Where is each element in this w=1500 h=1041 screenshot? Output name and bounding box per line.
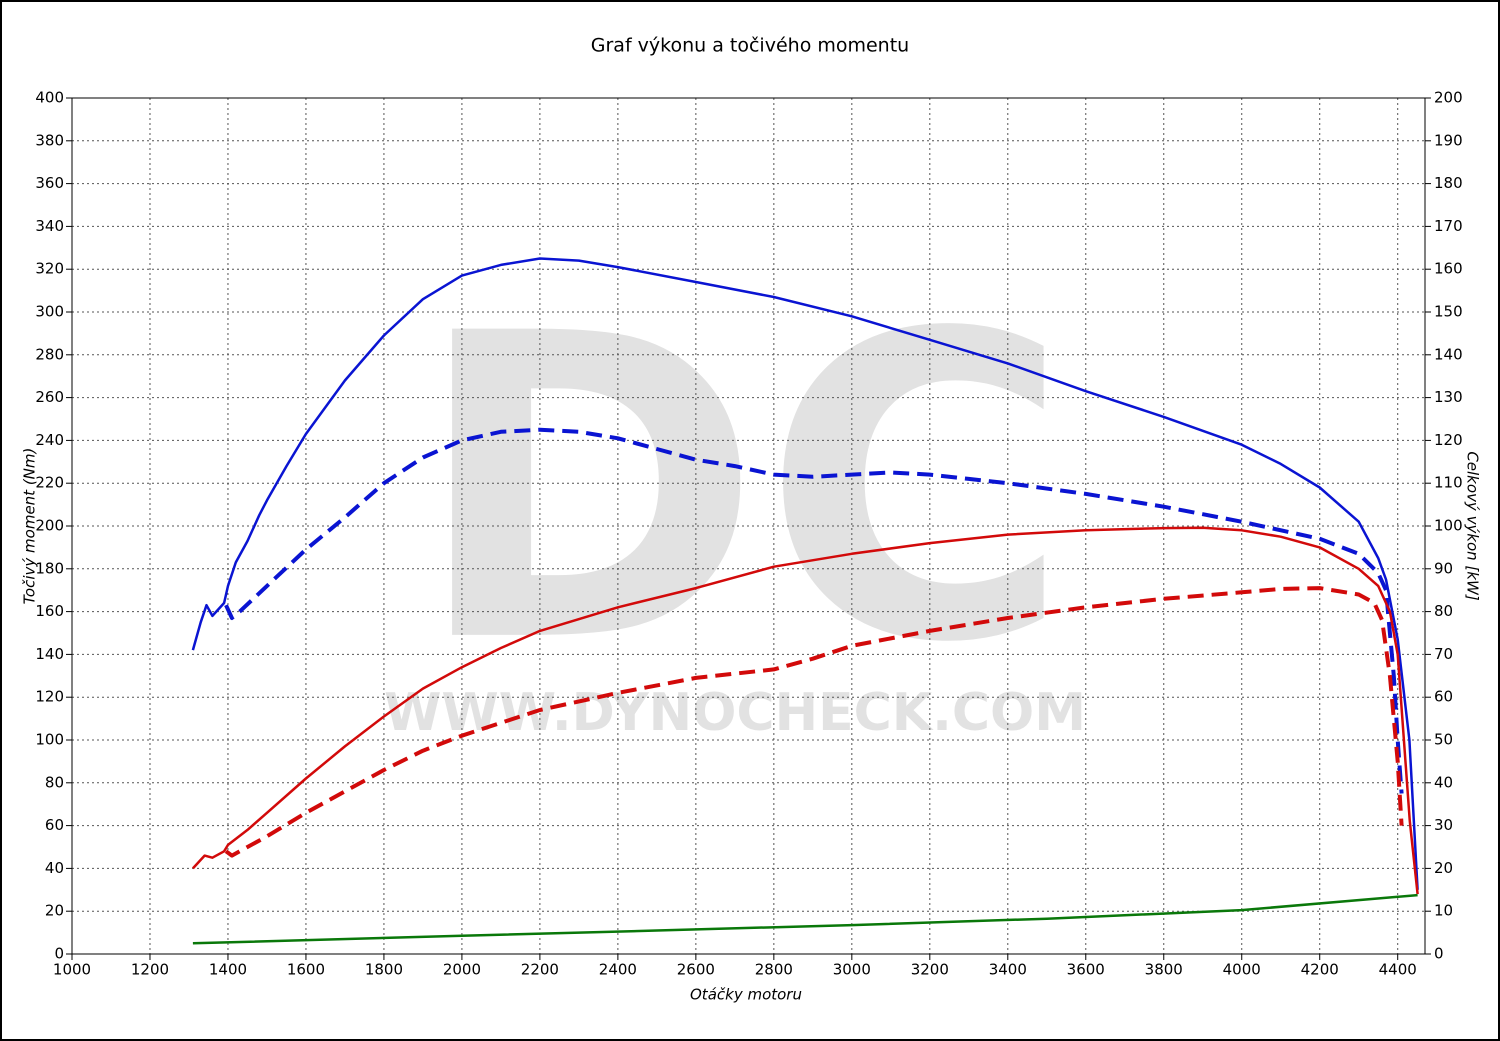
y-tick-label: 220 <box>35 474 64 492</box>
x-tick-label: 4400 <box>1379 961 1417 979</box>
y2-tick-label: 60 <box>1434 688 1453 706</box>
y-tick-label: 200 <box>35 517 64 535</box>
y-tick-label: 260 <box>35 388 64 406</box>
x-tick-label: 3800 <box>1145 961 1183 979</box>
series-line <box>191 526 1419 895</box>
series-line <box>191 257 1419 890</box>
y-tick-label: 40 <box>45 859 64 877</box>
x-axis-label: Otáčky motoru <box>690 986 802 1004</box>
y-tick-label: 100 <box>35 731 64 749</box>
y-tick-label: 0 <box>54 945 64 963</box>
x-tick-label: 2800 <box>755 961 793 979</box>
y2-tick-label: 170 <box>1434 217 1463 235</box>
x-tick-label: 3200 <box>911 961 949 979</box>
watermark-url: WWW.DYNOCHECK.COM <box>384 683 1086 743</box>
y2-tick-label: 190 <box>1434 131 1463 149</box>
x-tick-label: 4200 <box>1301 961 1339 979</box>
y2-tick-label: 0 <box>1434 945 1444 963</box>
x-tick-label: 2400 <box>599 961 637 979</box>
y-tick-label: 120 <box>35 688 64 706</box>
plot-border <box>71 97 1426 955</box>
x-tick-label: 4000 <box>1223 961 1261 979</box>
y-tick-label: 240 <box>35 431 64 449</box>
series-line <box>224 586 1404 858</box>
y-tick-label: 180 <box>35 559 64 577</box>
y-tick-label: 360 <box>35 174 64 192</box>
y-axis-label: Točivý moment (Nm) <box>21 448 39 605</box>
y2-tick-label: 50 <box>1434 731 1453 749</box>
y-tick-label: 400 <box>35 89 64 107</box>
x-tick-label: 1600 <box>287 961 325 979</box>
y2-tick-label: 90 <box>1434 559 1453 577</box>
series-line <box>192 893 1418 945</box>
x-tick-label: 1800 <box>365 961 403 979</box>
x-tick-label: 3000 <box>833 961 871 979</box>
y-tick-label: 320 <box>35 260 64 278</box>
y2-tick-label: 180 <box>1434 174 1463 192</box>
chart-title: Graf výkonu a točivého momentu <box>591 35 909 57</box>
y-tick-label: 80 <box>45 773 64 791</box>
y2-tick-label: 150 <box>1434 303 1463 321</box>
y-tick-label: 340 <box>35 217 64 235</box>
x-tick-label: 1000 <box>53 961 91 979</box>
x-tick-label: 3400 <box>989 961 1027 979</box>
y-tick-label: 300 <box>35 303 64 321</box>
y2-axis-label: Celkový výkon [kW] <box>1464 451 1482 601</box>
y2-tick-label: 100 <box>1434 517 1463 535</box>
y-tick-label: 160 <box>35 602 64 620</box>
y2-tick-label: 40 <box>1434 773 1453 791</box>
y2-tick-label: 130 <box>1434 388 1463 406</box>
x-tick-label: 2200 <box>521 961 559 979</box>
y-tick-label: 380 <box>35 131 64 149</box>
x-tick-label: 2600 <box>677 961 715 979</box>
x-tick-label: 1400 <box>209 961 247 979</box>
y2-tick-label: 120 <box>1434 431 1463 449</box>
y-tick-label: 60 <box>45 816 64 834</box>
y2-tick-label: 80 <box>1434 602 1453 620</box>
y2-tick-label: 140 <box>1434 345 1463 363</box>
y-tick-label: 20 <box>45 902 64 920</box>
y2-tick-label: 200 <box>1434 89 1463 107</box>
y-tick-label: 280 <box>35 345 64 363</box>
y2-tick-label: 110 <box>1434 474 1463 492</box>
y2-tick-label: 20 <box>1434 859 1453 877</box>
x-tick-label: 3600 <box>1067 961 1105 979</box>
watermark-logo: DC <box>414 246 1071 735</box>
x-tick-label: 2000 <box>443 961 481 979</box>
y2-tick-label: 160 <box>1434 260 1463 278</box>
y-tick-label: 140 <box>35 645 64 663</box>
x-tick-label: 1200 <box>131 961 169 979</box>
y2-tick-label: 10 <box>1434 902 1453 920</box>
y2-tick-label: 30 <box>1434 816 1453 834</box>
y2-tick-label: 70 <box>1434 645 1453 663</box>
series-line <box>224 427 1404 794</box>
